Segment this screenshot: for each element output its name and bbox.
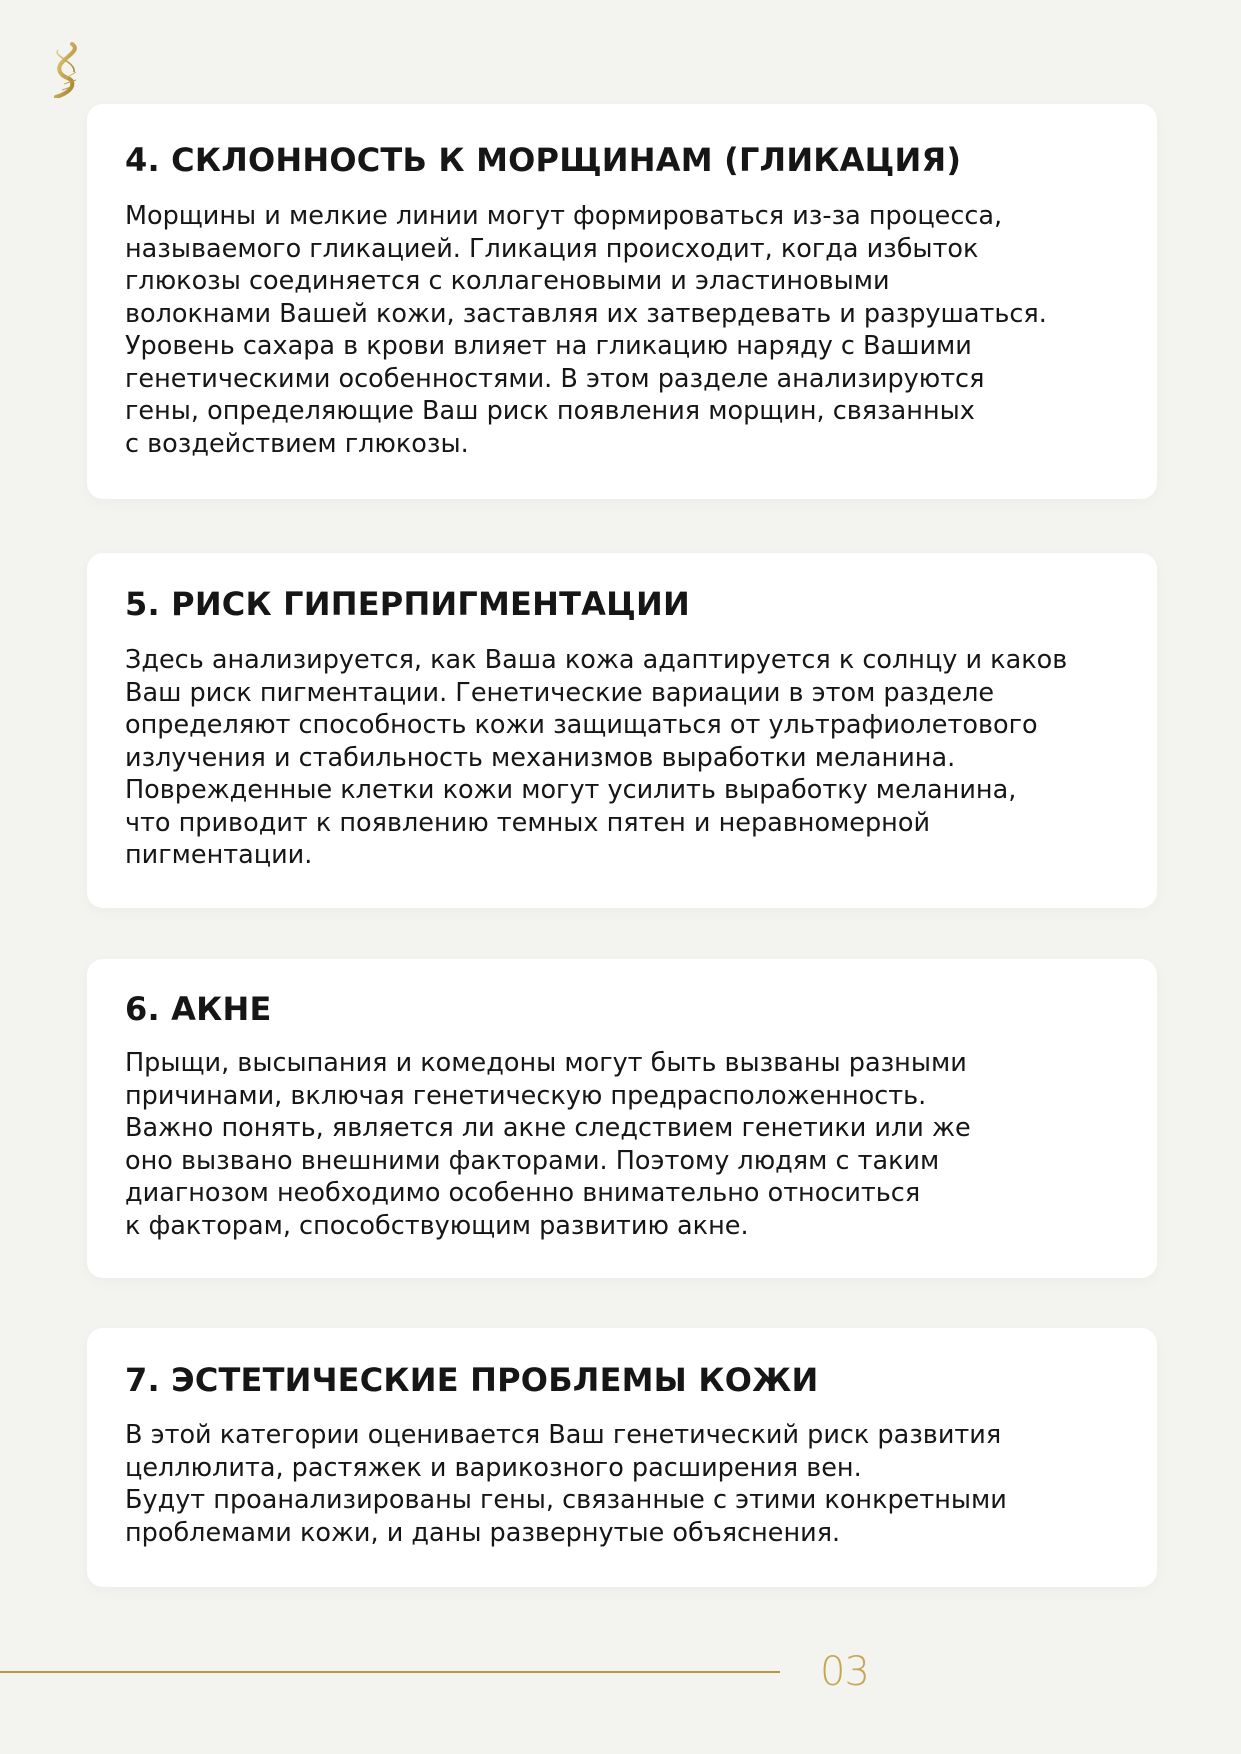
text-line: излучения и стабильность механизмов выра…	[125, 742, 956, 773]
section-text: Здесь анализируется, как Ваша кожа адапт…	[125, 644, 1067, 872]
text-line: Здесь анализируется, как Ваша кожа адапт…	[125, 645, 1068, 675]
section-title: 7. ЭСТЕТИЧЕСКИЕ ПРОБЛЕМЫ КОЖИ	[125, 1361, 819, 1399]
text-line: Прыщи, высыпания и комедоны могут быть в…	[125, 1048, 967, 1078]
text-line: Поврежденные клетки кожи могут усилить в…	[125, 775, 1017, 805]
footer-divider	[0, 1671, 780, 1673]
text-line: что приводит к появлению темных пятен и …	[125, 807, 931, 838]
text-line: определяют способность кожи защищаться о…	[125, 710, 1038, 740]
section-card-hyperpigmentation: 5. РИСК ГИПЕРПИГМЕНТАЦИИ Здесь анализиру…	[87, 553, 1157, 908]
text-line: называемого гликацией. Гликация происход…	[125, 233, 979, 264]
text-line: Ваш риск пигментации. Генетические вариа…	[125, 677, 995, 708]
section-card-aesthetic-skin-problems: 7. ЭСТЕТИЧЕСКИЕ ПРОБЛЕМЫ КОЖИ В этой кат…	[87, 1328, 1157, 1587]
section-card-wrinkles: 4. СКЛОННОСТЬ К МОРЩИНАМ (ГЛИКАЦИЯ) Морщ…	[87, 104, 1157, 499]
section-text: Прыщи, высыпания и комедоны могут быть в…	[125, 1047, 971, 1242]
text-line: проблемами кожи, и даны развернутые объя…	[125, 1517, 841, 1548]
text-line: причинами, включая генетическую предрасп…	[125, 1080, 927, 1111]
section-text: Морщины и мелкие линии могут формировать…	[125, 200, 1047, 460]
text-line: пигментации.	[125, 840, 313, 870]
text-line: гены, определяющие Ваш риск появления мо…	[125, 396, 975, 426]
text-line: к факторам, способствующим развитию акне…	[125, 1210, 749, 1241]
text-line: диагнозом необходимо особенно внимательн…	[125, 1178, 921, 1208]
section-text: В этой категории оценивается Ваш генетич…	[125, 1419, 1007, 1549]
section-title: 6. АКНЕ	[125, 990, 272, 1028]
text-line: оно вызвано внешними факторами. Поэтому …	[125, 1145, 940, 1176]
text-line: волокнами Вашей кожи, заставляя их затве…	[125, 298, 1047, 329]
text-line: Важно понять, является ли акне следствие…	[125, 1113, 971, 1143]
text-line: генетическими особенностями. В этом разд…	[125, 363, 985, 394]
text-line: Будут проанализированы гены, связанные с…	[125, 1485, 1007, 1515]
text-line: с воздействием глюкозы.	[125, 428, 469, 459]
section-card-acne: 6. АКНЕ Прыщи, высыпания и комедоны могу…	[87, 959, 1157, 1278]
page-number: 03	[820, 1649, 870, 1695]
dna-logo-icon	[54, 42, 77, 98]
text-line: В этой категории оценивается Ваш генетич…	[125, 1420, 1002, 1450]
section-title: 4. СКЛОННОСТЬ К МОРЩИНАМ (ГЛИКАЦИЯ)	[125, 141, 962, 179]
text-line: Уровень сахара в крови влияет на гликаци…	[125, 331, 972, 361]
text-line: Морщины и мелкие линии могут формировать…	[125, 201, 1003, 231]
text-line: целлюлита, растяжек и варикозного расшир…	[125, 1452, 862, 1483]
text-line: глюкозы соединяется с коллагеновыми и эл…	[125, 266, 890, 296]
section-title: 5. РИСК ГИПЕРПИГМЕНТАЦИИ	[125, 585, 690, 623]
